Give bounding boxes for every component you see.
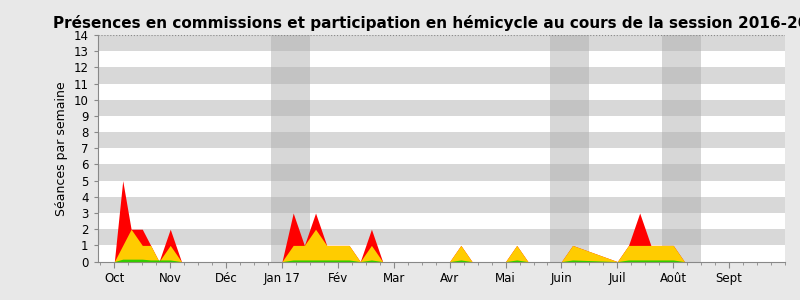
Bar bbox=[98, 100, 785, 116]
Bar bbox=[98, 164, 785, 181]
Bar bbox=[98, 51, 785, 67]
Bar bbox=[98, 148, 785, 164]
Bar bbox=[98, 245, 785, 262]
Bar bbox=[98, 132, 785, 148]
Bar bbox=[271, 35, 310, 262]
Bar bbox=[550, 35, 590, 262]
Bar bbox=[98, 116, 785, 132]
Bar bbox=[98, 35, 785, 51]
Title: Présences en commissions et participation en hémicycle au cours de la session 20: Présences en commissions et participatio… bbox=[53, 15, 800, 31]
Bar bbox=[98, 229, 785, 245]
Bar bbox=[98, 83, 785, 100]
Bar bbox=[98, 67, 785, 83]
Y-axis label: Séances par semaine: Séances par semaine bbox=[55, 81, 68, 216]
Bar bbox=[662, 35, 701, 262]
Bar bbox=[98, 197, 785, 213]
Bar bbox=[98, 181, 785, 197]
Bar bbox=[98, 213, 785, 229]
